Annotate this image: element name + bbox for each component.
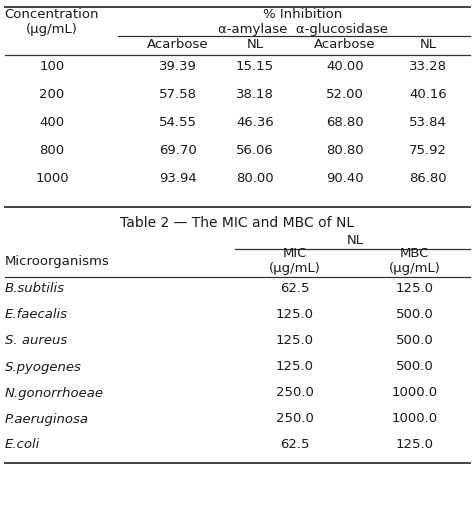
Text: MIC
(μg/mL): MIC (μg/mL) [269,247,321,275]
Text: 93.94: 93.94 [159,173,197,185]
Text: 400: 400 [39,117,64,129]
Text: P.aeruginosa: P.aeruginosa [5,413,89,426]
Text: 125.0: 125.0 [396,282,434,295]
Text: 40.00: 40.00 [326,61,364,74]
Text: 500.0: 500.0 [396,334,434,347]
Text: 62.5: 62.5 [280,438,310,451]
Text: 80.00: 80.00 [236,173,274,185]
Text: 250.0: 250.0 [276,413,314,426]
Text: 62.5: 62.5 [280,282,310,295]
Text: B.subtilis: B.subtilis [5,282,65,295]
Text: 125.0: 125.0 [276,361,314,374]
Text: 1000.0: 1000.0 [392,386,438,399]
Text: Acarbose: Acarbose [147,38,209,52]
Text: 52.00: 52.00 [326,88,364,102]
Text: 15.15: 15.15 [236,61,274,74]
Text: 500.0: 500.0 [396,309,434,322]
Text: 125.0: 125.0 [276,334,314,347]
Text: NL: NL [346,234,364,247]
Text: 1000.0: 1000.0 [392,413,438,426]
Text: S.pyogenes: S.pyogenes [5,361,82,374]
Text: E.faecalis: E.faecalis [5,309,68,322]
Text: 200: 200 [39,88,64,102]
Text: 125.0: 125.0 [396,438,434,451]
Text: 46.36: 46.36 [236,117,274,129]
Text: 1000: 1000 [35,173,69,185]
Text: 100: 100 [39,61,64,74]
Text: 800: 800 [39,144,64,158]
Text: N.gonorrhoeae: N.gonorrhoeae [5,386,104,399]
Text: 56.06: 56.06 [236,144,274,158]
Text: S. aureus: S. aureus [5,334,67,347]
Text: 250.0: 250.0 [276,386,314,399]
Text: NL: NL [246,38,264,52]
Text: 90.40: 90.40 [326,173,364,185]
Text: 39.39: 39.39 [159,61,197,74]
Text: NL: NL [419,38,437,52]
Text: 75.92: 75.92 [409,144,447,158]
Text: 40.16: 40.16 [409,88,447,102]
Text: 86.80: 86.80 [409,173,447,185]
Text: 38.18: 38.18 [236,88,274,102]
Text: MBC
(μg/mL): MBC (μg/mL) [389,247,441,275]
Text: 80.80: 80.80 [326,144,364,158]
Text: 54.55: 54.55 [159,117,197,129]
Text: 69.70: 69.70 [159,144,197,158]
Text: Concentration
(μg/mL): Concentration (μg/mL) [5,8,99,36]
Text: Microorganisms: Microorganisms [5,255,110,268]
Text: Acarbose: Acarbose [314,38,376,52]
Text: 53.84: 53.84 [409,117,447,129]
Text: E.coli: E.coli [5,438,40,451]
Text: 500.0: 500.0 [396,361,434,374]
Text: 33.28: 33.28 [409,61,447,74]
Text: 57.58: 57.58 [159,88,197,102]
Text: 125.0: 125.0 [276,309,314,322]
Text: Table 2 — The MIC and MBC of NL: Table 2 — The MIC and MBC of NL [120,216,354,230]
Text: 68.80: 68.80 [326,117,364,129]
Text: % Inhibition
α-amylase  α-glucosidase: % Inhibition α-amylase α-glucosidase [218,8,388,36]
